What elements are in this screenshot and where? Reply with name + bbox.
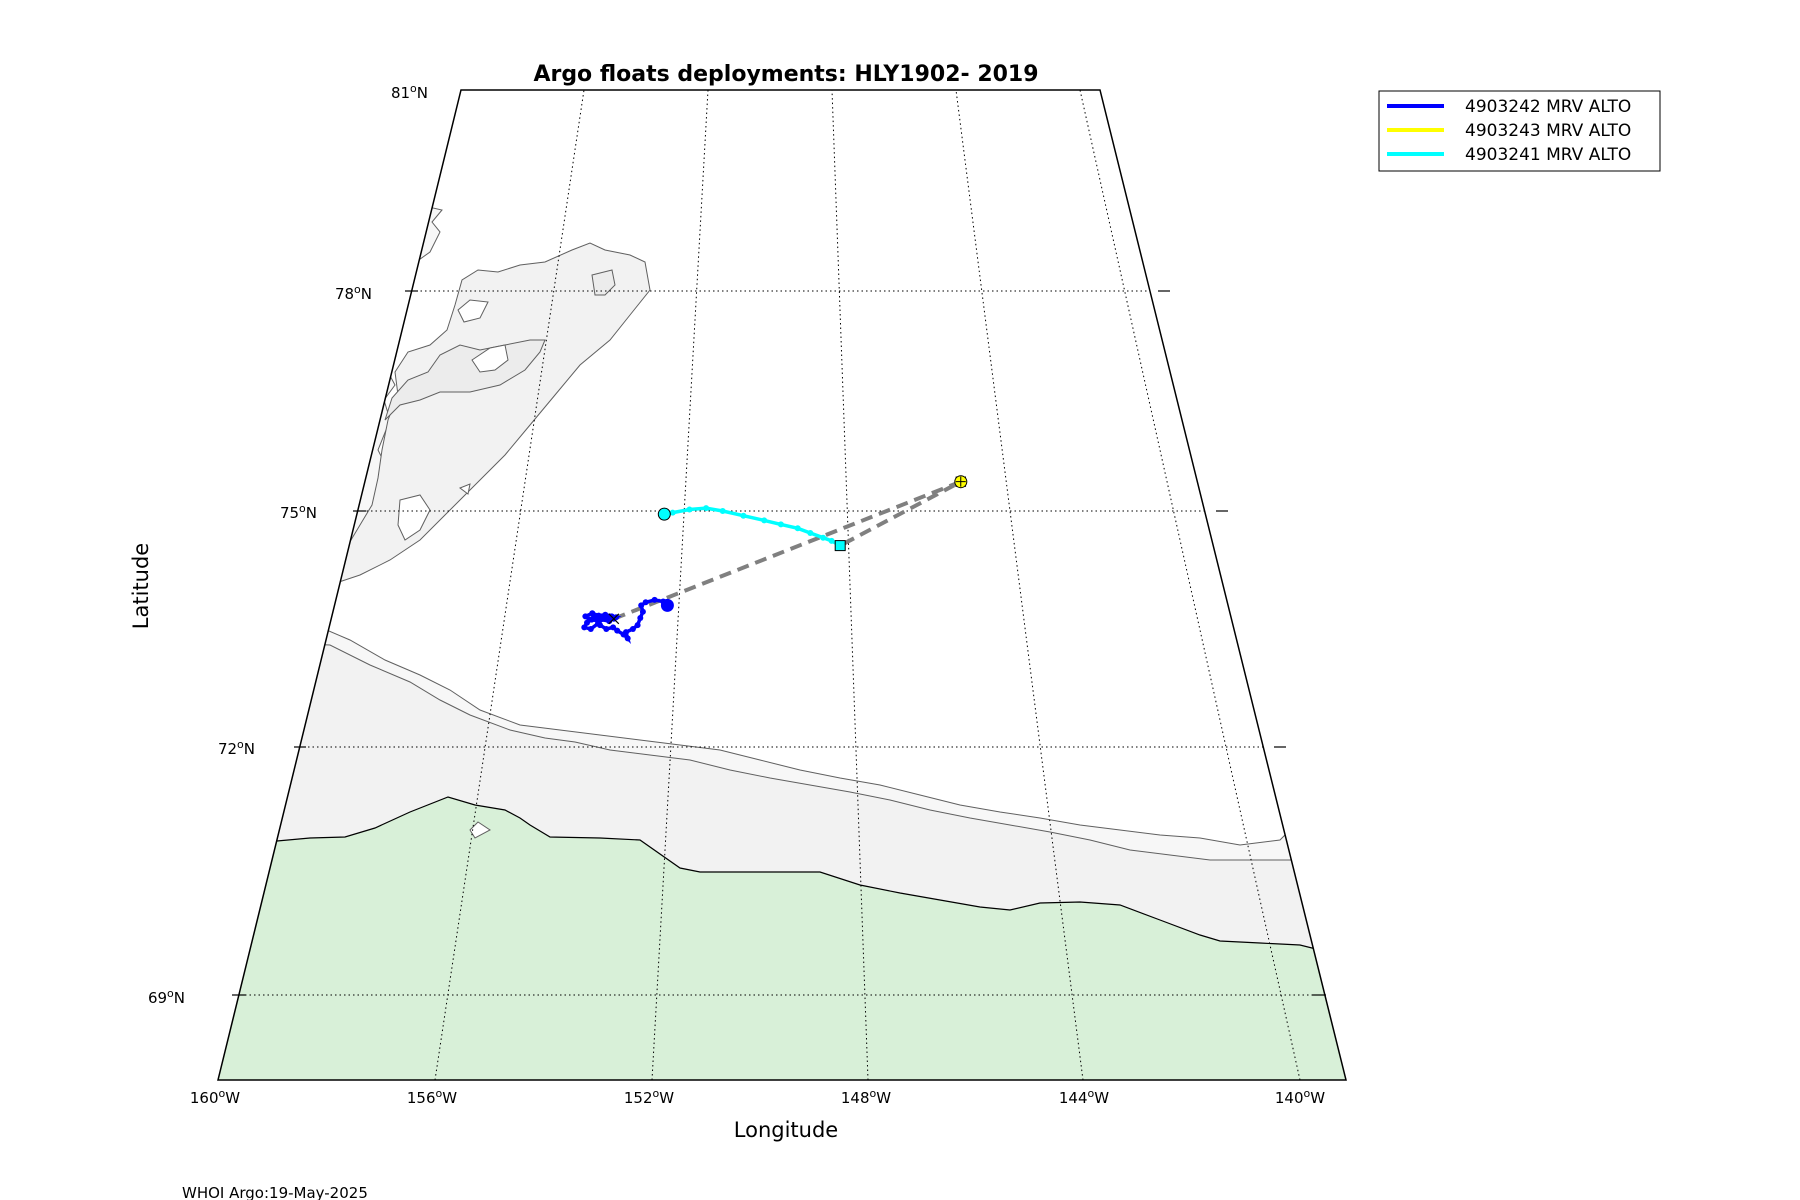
float-profile-point	[740, 512, 747, 519]
float-profile-point	[828, 537, 835, 544]
plateau-inner-2	[471, 344, 509, 373]
latest-position-marker	[657, 507, 671, 521]
lon-tick-label: 148oW	[841, 1087, 891, 1107]
float-track-1	[954, 475, 968, 489]
float-profile-point	[637, 615, 644, 621]
legend-label: 4903242 MRV ALTO	[1465, 97, 1631, 117]
float-profile-point	[719, 508, 726, 514]
float-profile-point	[603, 626, 610, 632]
footer-credit: WHOI Argo:19-May-2025	[182, 1184, 368, 1200]
float-profile-point	[794, 525, 801, 532]
deployment-marker	[834, 540, 846, 552]
map-frame	[217, 89, 1347, 1081]
lat-tick-label: 69oN	[148, 987, 185, 1007]
y-axis-label: Latitude	[129, 543, 153, 629]
float-profile-point	[586, 616, 593, 623]
lon-tick-label: 156oW	[407, 1087, 457, 1107]
legend-items: 4903242 MRV ALTO 4903243 MRV ALTO 4903241 …	[1387, 97, 1631, 165]
plateau-inner-3	[591, 269, 616, 296]
float-profile-point	[581, 624, 588, 631]
float-profile-point	[807, 530, 814, 536]
float-profile-point	[642, 599, 649, 606]
latitude-ticks: 81oN 78oN 75oN 72oN 69oN	[148, 82, 428, 1007]
longitude-ticks: 160oW 156oW 152oW 148oW 144oW 140oW	[190, 1087, 1325, 1107]
legend-label: 4903243 MRV ALTO	[1465, 121, 1631, 141]
float-profile-point	[629, 626, 636, 632]
float-profile-point	[703, 505, 710, 512]
plateau-inner-5	[397, 494, 431, 541]
lat-tick-label: 75oN	[280, 502, 317, 522]
legend-label: 4903241 MRV ALTO	[1465, 145, 1631, 165]
chart-title: Argo floats deployments: HLY1902- 2019	[533, 62, 1038, 87]
float-profile-point	[639, 608, 646, 615]
float-profile-point	[620, 631, 627, 638]
float-profile-point	[587, 626, 594, 632]
legend: 4903242 MRV ALTO 4903243 MRV ALTO 4903241 …	[1378, 90, 1661, 172]
float-profile-point	[761, 517, 768, 524]
float-profile-point	[614, 627, 621, 634]
plateau-inner-4	[457, 299, 489, 323]
float-profile-point	[610, 624, 617, 631]
float-profile-point	[686, 506, 693, 513]
latest-position-marker	[660, 598, 674, 612]
float-profile-point	[777, 521, 784, 528]
float-profile-point	[624, 635, 631, 642]
float-profile-point	[651, 596, 658, 603]
float-track-2	[657, 505, 846, 552]
float-profile-point	[638, 602, 645, 609]
float-track-0	[581, 596, 674, 644]
coast-detail	[469, 821, 491, 839]
lat-tick-label: 78oN	[335, 283, 372, 303]
float-profile-point	[582, 613, 589, 620]
float-profile-point	[602, 611, 609, 618]
map-area	[217, 89, 1347, 1081]
land-alaska	[218, 796, 1346, 1080]
lon-tick-label: 140oW	[1275, 1087, 1325, 1107]
graticule	[218, 90, 1346, 1080]
tracks-layer	[581, 475, 968, 644]
cruise-track	[613, 479, 962, 621]
lat-tick-label: 72oN	[218, 738, 255, 758]
float-profile-point	[820, 534, 827, 541]
float-profile-point	[669, 509, 676, 516]
edge-ticks	[232, 290, 1326, 996]
lon-tick-label: 160oW	[190, 1087, 240, 1107]
lon-tick-label: 152oW	[624, 1087, 674, 1107]
bathymetry-layer	[218, 204, 1346, 1080]
lat-tick-label: 81oN	[391, 82, 428, 102]
float-profile-point	[589, 610, 596, 617]
deployment-marker	[955, 476, 966, 487]
float-profile-point	[634, 622, 641, 629]
plateau-inner-6	[458, 483, 471, 495]
x-axis-label: Longitude	[734, 1118, 838, 1142]
float-profile-point	[595, 612, 602, 619]
lon-tick-label: 144oW	[1059, 1087, 1109, 1107]
deployment-marker	[608, 613, 620, 625]
